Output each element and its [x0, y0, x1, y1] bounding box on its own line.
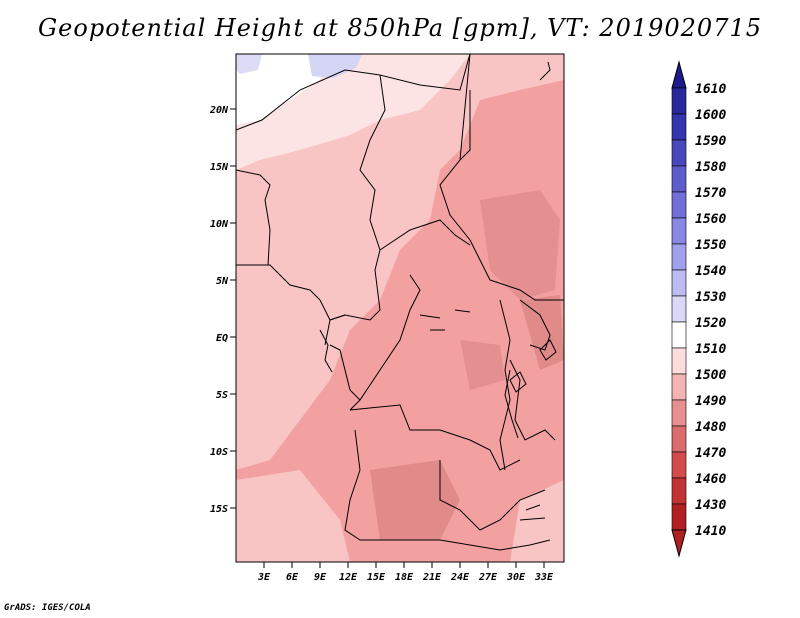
colorbar-swatch [671, 477, 687, 505]
lon-label: 9E [314, 572, 327, 583]
colorbar-label: 1580 [695, 160, 726, 175]
colorbar-label: 1520 [695, 316, 726, 331]
lon-label: 6E [286, 572, 299, 583]
geopotential-field [236, 54, 564, 562]
colorbar-label: 1490 [695, 394, 726, 409]
lat-label: EQ [216, 333, 228, 344]
lon-label: 27E [478, 572, 498, 583]
lon-label: 30E [506, 572, 526, 583]
latitude-axis: 20N 15N 10N 5N EQ 5S 10S 15S [209, 105, 236, 515]
colorbar-label: 1430 [695, 498, 726, 513]
lat-label: 10N [210, 219, 229, 230]
colorbar-label: 1410 [695, 524, 726, 539]
lat-label: 15S [210, 504, 228, 515]
colorbar-swatch [671, 373, 687, 401]
lat-label: 15N [210, 162, 229, 173]
lat-label: 5S [216, 390, 228, 401]
colorbar-label: 1530 [695, 290, 726, 305]
lon-label: 21E [422, 572, 442, 583]
colorbar-label: 1610 [695, 82, 726, 97]
colorbar-swatch [671, 165, 687, 193]
colorbar-label: 1560 [695, 212, 726, 227]
lon-label: 3E [257, 572, 271, 583]
colorbar-label: 1470 [695, 446, 726, 461]
colorbar-label: 1600 [695, 108, 726, 123]
colorbar-swatch [671, 321, 687, 349]
colorbar-label: 1480 [695, 420, 726, 435]
country-borders [236, 54, 564, 551]
colorbar-swatch [671, 139, 687, 167]
colorbar-label: 1460 [695, 472, 726, 487]
lon-label: 18E [395, 572, 414, 583]
colorbar-label: 1500 [695, 368, 726, 383]
colorbar-label: 1570 [695, 186, 726, 201]
map-title: Geopotential Height at 850hPa [gpm], VT:… [38, 14, 762, 42]
lat-label: 20N [209, 105, 229, 116]
colorbar-swatch [671, 191, 687, 219]
lon-label: 24E [450, 572, 470, 583]
colorbar-label: 1540 [695, 264, 726, 279]
colorbar-swatch [671, 87, 687, 115]
colorbar-swatch [671, 425, 687, 453]
colorbar-label: 1550 [695, 238, 726, 253]
longitude-axis: 3E 6E 9E 12E 15E 18E 21E 24E 27E 30E 33E [257, 562, 554, 583]
lat-label: 10S [210, 447, 228, 458]
colorbar-swatch [671, 503, 687, 531]
colorbar: 1610 1600 1590 1580 1570 1560 1550 1540 1530 1520… [671, 60, 726, 558]
lat-label: 5N [216, 276, 229, 287]
lon-label: 33E [534, 572, 554, 583]
colorbar-label: 1510 [695, 342, 726, 357]
colorbar-swatch [671, 269, 687, 297]
lon-label: 12E [339, 572, 358, 583]
colorbar-swatch [671, 295, 687, 323]
colorbar-swatch [671, 217, 687, 245]
lon-label: 15E [367, 572, 386, 583]
colorbar-swatch [671, 451, 687, 479]
colorbar-swatch [671, 243, 687, 271]
colorbar-swatch [671, 113, 687, 141]
map-frame [235, 53, 565, 563]
colorbar-cap-top [671, 60, 687, 89]
colorbar-label: 1590 [695, 134, 726, 149]
colorbar-swatch [671, 399, 687, 427]
grads-credit: GrADS: IGES/COLA [4, 603, 91, 613]
colorbar-cap-bottom [671, 529, 687, 558]
colorbar-swatch [671, 347, 687, 375]
